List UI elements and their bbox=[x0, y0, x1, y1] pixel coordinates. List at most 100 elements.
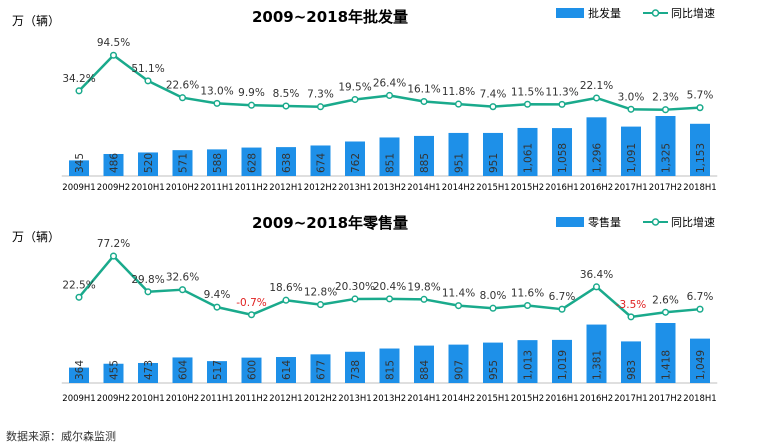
bar bbox=[448, 344, 469, 383]
bar bbox=[69, 160, 89, 176]
growth-point bbox=[420, 295, 428, 303]
growth-point bbox=[454, 302, 463, 310]
bar bbox=[483, 132, 503, 176]
growth-point bbox=[627, 105, 635, 113]
bar bbox=[586, 324, 607, 383]
growth-value-label: 6.7% bbox=[549, 291, 576, 303]
legend-bar-label: 零售量 bbox=[588, 215, 621, 229]
growth-point bbox=[489, 103, 497, 111]
growth-value-label: 22.6% bbox=[166, 80, 199, 92]
x-tick-label: 2015H2 bbox=[511, 183, 544, 193]
growth-value-label: 22.1% bbox=[580, 80, 613, 92]
bar bbox=[379, 137, 400, 176]
growth-point bbox=[282, 102, 290, 110]
x-tick-label: 2014H1 bbox=[407, 183, 440, 193]
growth-value-label: 11.5% bbox=[511, 86, 544, 98]
x-tick-label: 2011H2 bbox=[235, 394, 268, 404]
bar-value-label: 1,058 bbox=[557, 143, 569, 173]
bar-value-label: 1,061 bbox=[523, 143, 535, 173]
growth-value-label: 16.1% bbox=[407, 84, 440, 96]
bar bbox=[448, 132, 469, 176]
growth-point bbox=[178, 286, 187, 294]
growth-value-label: 51.1% bbox=[131, 63, 164, 75]
bar bbox=[172, 357, 193, 383]
growth-point bbox=[109, 252, 118, 260]
growth-value-label: 2.6% bbox=[652, 294, 679, 306]
growth-value-label: 3.0% bbox=[618, 91, 645, 103]
bar bbox=[207, 149, 227, 176]
bar bbox=[207, 361, 227, 383]
x-tick-label: 2012H1 bbox=[269, 183, 302, 193]
growth-value-label: 32.6% bbox=[166, 272, 199, 284]
bar-value-label: 884 bbox=[419, 360, 431, 380]
chart-title: 2009~2018年批发量 bbox=[252, 8, 408, 26]
bar bbox=[345, 351, 365, 383]
legend-line-marker bbox=[651, 218, 660, 226]
growth-point bbox=[213, 303, 221, 311]
growth-point bbox=[627, 313, 635, 321]
x-tick-label: 2015H1 bbox=[476, 183, 509, 193]
growth-value-label: 11.8% bbox=[442, 86, 475, 98]
bar bbox=[138, 362, 158, 383]
growth-value-label: 29.8% bbox=[131, 274, 164, 286]
bar bbox=[379, 348, 400, 383]
bar bbox=[103, 153, 124, 176]
growth-point bbox=[523, 301, 532, 310]
legend-line-label: 同比增速 bbox=[671, 215, 715, 229]
growth-value-label: 7.4% bbox=[480, 89, 507, 101]
bar bbox=[138, 152, 158, 176]
growth-point bbox=[592, 94, 601, 102]
growth-point bbox=[351, 295, 359, 303]
growth-value-label: 19.5% bbox=[338, 82, 371, 94]
bar-value-label: 604 bbox=[178, 360, 190, 380]
growth-value-label: 12.8% bbox=[304, 287, 337, 299]
bar-value-label: 1,381 bbox=[592, 350, 604, 380]
x-tick-label: 2016H1 bbox=[545, 394, 578, 404]
growth-value-label: 18.6% bbox=[269, 282, 302, 294]
legend-line-label: 同比增速 bbox=[671, 6, 715, 20]
growth-point bbox=[351, 95, 359, 104]
bar bbox=[345, 141, 365, 176]
growth-point bbox=[523, 100, 532, 108]
growth-point bbox=[316, 301, 325, 309]
bar bbox=[586, 117, 607, 176]
growth-point bbox=[144, 288, 152, 296]
bar bbox=[621, 341, 641, 383]
bar-value-label: 955 bbox=[488, 360, 500, 380]
growth-point bbox=[696, 104, 704, 112]
bar-value-label: 614 bbox=[281, 360, 293, 380]
x-tick-label: 2012H1 bbox=[269, 394, 302, 404]
growth-value-label: 36.4% bbox=[580, 269, 613, 281]
bar-value-label: 762 bbox=[350, 153, 362, 173]
bar-value-label: 364 bbox=[74, 360, 86, 380]
x-tick-label: 2011H2 bbox=[235, 183, 268, 193]
growth-point bbox=[385, 295, 394, 303]
growth-point bbox=[489, 304, 497, 312]
bar-value-label: 885 bbox=[419, 153, 431, 173]
bar-value-label: 1,296 bbox=[592, 143, 604, 173]
bar bbox=[517, 127, 538, 176]
growth-point bbox=[696, 305, 704, 313]
growth-point bbox=[75, 87, 83, 95]
bar-value-label: 345 bbox=[74, 153, 86, 173]
growth-value-label: 94.5% bbox=[97, 37, 130, 49]
bar-value-label: 951 bbox=[454, 153, 466, 173]
growth-point bbox=[558, 305, 566, 313]
growth-value-label: 20.30% bbox=[335, 281, 375, 293]
growth-value-label: 7.3% bbox=[307, 89, 334, 101]
bar-value-label: 1,418 bbox=[661, 350, 673, 380]
bar-value-label: 1,049 bbox=[695, 350, 707, 380]
x-tick-label: 2018H1 bbox=[683, 183, 716, 193]
x-tick-label: 2016H2 bbox=[580, 183, 613, 193]
growth-point bbox=[282, 296, 290, 304]
bar bbox=[241, 147, 262, 176]
x-tick-label: 2010H1 bbox=[131, 394, 164, 404]
bar bbox=[310, 145, 331, 176]
growth-value-label: 77.2% bbox=[97, 238, 130, 250]
bar bbox=[69, 367, 89, 383]
growth-value-label: 34.2% bbox=[62, 73, 95, 85]
bar-value-label: 983 bbox=[626, 360, 638, 380]
x-tick-label: 2009H2 bbox=[97, 394, 130, 404]
